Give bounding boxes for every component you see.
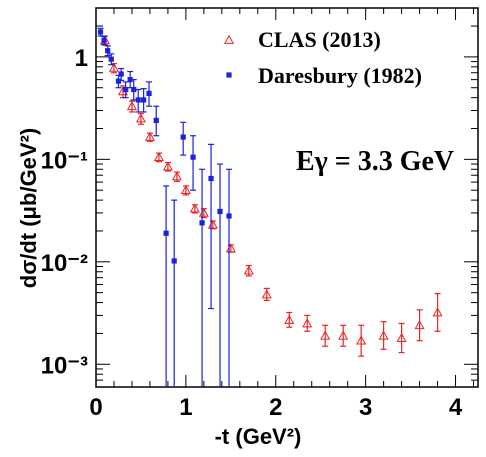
data-point-square — [208, 175, 214, 182]
legend-label-daresbury: Daresbury (1982) — [258, 63, 422, 88]
data-point-square — [127, 77, 133, 83]
y-tick-label: 10⁻² — [41, 250, 88, 277]
y-tick-label: 10⁻³ — [41, 352, 88, 379]
data-point-square — [141, 97, 147, 103]
y-tick-label: 10⁻¹ — [41, 147, 88, 174]
data-point-square — [146, 90, 152, 97]
data-point-triangle — [378, 330, 389, 340]
series-clas — [99, 35, 443, 357]
tick-labels: 0 1 2 3 4 10⁻³ 10⁻² 10⁻¹ 1 — [41, 45, 463, 421]
y-tick-label: 1 — [75, 45, 88, 72]
beam-energy-annotation: Eγ = 3.3 GeV — [296, 146, 454, 177]
data-point-square — [226, 213, 232, 219]
data-point-triangle — [261, 289, 272, 299]
data-point-triangle — [180, 184, 191, 195]
data-point-triangle — [356, 335, 367, 345]
plot-frame — [95, 7, 479, 388]
legend-triangle-icon — [223, 34, 235, 44]
data-point-square — [101, 37, 107, 43]
data-point-square — [180, 134, 186, 140]
plot-area-border — [95, 7, 479, 388]
data-point-square — [199, 220, 205, 226]
data-point-triangle — [135, 113, 146, 123]
data-point-square — [163, 230, 169, 236]
x-tick-label: 2 — [269, 394, 282, 421]
series-daresbury — [97, 27, 233, 387]
data-point-triangle — [144, 131, 155, 141]
data-point-square — [97, 29, 104, 35]
data-point-triangle — [126, 100, 138, 111]
data-point-triangle — [414, 320, 425, 330]
data-point-triangle — [396, 332, 407, 342]
data-point-square — [217, 208, 223, 215]
legend-marker-daresbury — [226, 72, 232, 78]
data-point-triangle — [243, 265, 254, 275]
data-point-square — [123, 86, 129, 93]
x-tick-label: 0 — [89, 394, 102, 421]
data-point-triangle — [302, 318, 313, 328]
data-point-triangle — [189, 203, 200, 213]
data-point-triangle — [284, 314, 295, 324]
legend: CLAS (2013) Daresbury (1982) — [223, 27, 422, 88]
x-tick-label: 3 — [359, 394, 372, 421]
data-point-triangle — [320, 330, 331, 340]
data-point-square — [108, 56, 114, 62]
data-point-square — [190, 154, 196, 160]
data-point-square — [105, 48, 111, 54]
data-points — [97, 27, 443, 387]
axis-ticks — [95, 7, 478, 388]
legend-marker-clas — [223, 34, 235, 44]
data-point-triangle — [153, 151, 164, 162]
data-point-square — [135, 97, 141, 103]
data-point-square — [131, 86, 137, 93]
legend-square-icon — [226, 72, 232, 78]
data-point-triangle — [338, 330, 349, 340]
y-axis-title: dσ/dt (μb/GeV²) — [16, 128, 41, 289]
data-point-triangle — [162, 161, 173, 171]
x-tick-label: 1 — [179, 394, 192, 421]
data-point-triangle — [108, 62, 120, 72]
data-point-triangle — [171, 171, 182, 181]
legend-label-clas: CLAS (2013) — [258, 27, 381, 52]
data-point-square — [153, 117, 159, 123]
data-point-triangle — [432, 307, 443, 317]
x-axis-title: -t (GeV²) — [215, 424, 302, 449]
data-point-square — [118, 71, 124, 77]
data-point-square — [115, 78, 122, 84]
x-tick-label: 4 — [449, 394, 463, 421]
data-point-square — [171, 258, 177, 264]
